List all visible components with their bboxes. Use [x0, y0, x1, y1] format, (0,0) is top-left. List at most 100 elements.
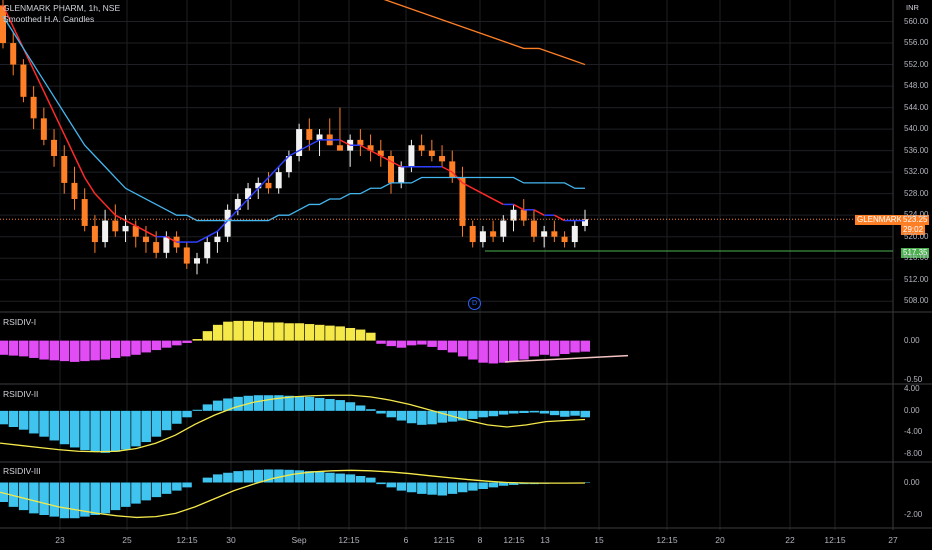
rsidiv3-tick-label: 0.00 — [904, 477, 920, 487]
candle-body — [388, 156, 394, 183]
fast-ema-segment — [390, 160, 402, 168]
rsidiv3-bar — [284, 469, 294, 483]
rsidiv1-bar — [8, 340, 19, 356]
rsidiv2-bar — [192, 409, 202, 411]
candle-body — [102, 220, 109, 243]
rsidiv1-bar — [304, 324, 315, 341]
rsidiv2-bar — [18, 410, 29, 430]
candle-body — [296, 129, 303, 156]
rsidiv1-tick-label: 0.00 — [904, 335, 920, 345]
rsidiv1-bar — [560, 340, 570, 355]
rsidiv2-bar — [345, 402, 356, 411]
mid-ma-line — [2, 15, 585, 222]
fast-ema-segment — [462, 182, 474, 189]
rsidiv1-bar — [182, 340, 192, 343]
fast-ema-segment — [298, 144, 310, 152]
rsidiv2-bar — [100, 410, 111, 453]
rsidiv2-bar — [366, 409, 376, 411]
candle-body — [81, 199, 88, 226]
fast-ema-segment — [196, 236, 208, 243]
study-title[interactable]: Smoothed H.A. Candles — [3, 14, 95, 24]
candle-body — [571, 225, 578, 243]
price-tick-label: 536.00 — [904, 145, 929, 155]
time-tick-label: Sep — [291, 535, 307, 545]
fast-ema-segment — [288, 149, 300, 157]
last-price-tag: 523.25 — [901, 215, 930, 225]
rsidiv3-bar — [325, 472, 335, 483]
fast-ema-segment — [125, 219, 137, 227]
rsidiv2-bar — [437, 410, 448, 423]
rsidiv3-title[interactable]: RSIDIV-III — [3, 466, 41, 476]
rsidiv3-bar — [376, 482, 386, 485]
rsidiv2-bar — [468, 410, 478, 419]
price-tick-label: 548.00 — [904, 81, 929, 91]
rsidiv1-bar — [488, 340, 499, 364]
fast-ema-segment — [492, 198, 504, 206]
candle-body — [459, 177, 466, 226]
time-tick-label: 12:15 — [503, 535, 525, 545]
rsidiv2-bar — [90, 410, 100, 452]
candle-body — [449, 161, 456, 178]
rsidiv1-bar — [478, 340, 488, 363]
rsidiv3-bar — [121, 482, 131, 507]
fast-ema-segment — [482, 192, 494, 200]
fast-ema-segment — [380, 155, 392, 163]
candle-body — [306, 129, 313, 140]
candle-body — [142, 236, 149, 243]
rsidiv1-bar — [417, 340, 427, 345]
fast-ema-segment — [73, 155, 86, 178]
divergence-trendline — [504, 354, 629, 363]
rsidiv3-bar — [18, 482, 29, 511]
fast-ema-segment — [257, 177, 270, 189]
fast-ema-segment — [94, 193, 106, 205]
rsidiv2-tick-label: 0.00 — [904, 405, 920, 415]
candle-body — [582, 219, 588, 226]
rsidiv1-bar — [549, 340, 560, 357]
rsidiv2-title[interactable]: RSIDIV-II — [3, 389, 39, 399]
rsidiv2-bar — [121, 410, 131, 450]
rsidiv1-title[interactable]: RSIDIV-I — [3, 317, 37, 327]
candle-body — [469, 225, 476, 243]
rsidiv2-bar — [304, 396, 315, 411]
rsidiv3-bar — [131, 482, 141, 504]
fast-ema-segment — [533, 209, 545, 216]
rsidiv2-bar — [212, 400, 223, 411]
candle-body — [439, 156, 446, 162]
fast-ema-segment — [237, 198, 249, 211]
rsidiv1-bar — [284, 323, 294, 341]
candle-body — [255, 182, 262, 189]
rsidiv1-bar — [121, 340, 131, 357]
rsidiv3-bar — [417, 482, 427, 494]
rsidiv3-bar — [509, 482, 519, 485]
currency-label: INR — [906, 3, 919, 12]
rsidiv2-bar — [355, 405, 366, 411]
rsidiv2-bar — [539, 410, 550, 414]
rsidiv1-bar — [570, 340, 580, 353]
rsidiv1-bar — [243, 320, 254, 341]
time-tick-label: 8 — [477, 535, 483, 545]
fast-ema-segment — [145, 230, 157, 238]
fast-ema-segment — [63, 134, 76, 157]
rsidiv3-bar — [366, 477, 376, 483]
fast-ema-segment — [278, 155, 290, 168]
rsidiv3-bar — [110, 482, 121, 511]
rsidiv3-bar — [182, 482, 192, 488]
rsidiv1-bar — [447, 340, 458, 353]
rsidiv1-bar — [509, 340, 519, 362]
price-tick-label: 532.00 — [904, 167, 929, 177]
rsidiv1-bar — [406, 340, 417, 346]
price-tick-label: 540.00 — [904, 124, 929, 134]
rsidiv2-bar — [560, 410, 570, 417]
rsidiv1-bar — [223, 321, 233, 341]
fast-ema-segment — [206, 230, 218, 238]
rsidiv3-bar — [243, 470, 254, 483]
dividend-marker-icon[interactable]: D — [468, 297, 481, 310]
rsidiv3-bar — [151, 482, 162, 498]
rsidiv3-bar — [90, 482, 100, 515]
rsidiv2-bar — [182, 410, 192, 418]
rsidiv2-bar — [80, 410, 90, 451]
time-tick-label: 12:15 — [656, 535, 678, 545]
rsidiv1-bar — [59, 340, 70, 362]
symbol-title[interactable]: GLENMARK PHARM, 1h, NSE — [3, 3, 121, 13]
rsidiv1-bar — [212, 324, 223, 341]
